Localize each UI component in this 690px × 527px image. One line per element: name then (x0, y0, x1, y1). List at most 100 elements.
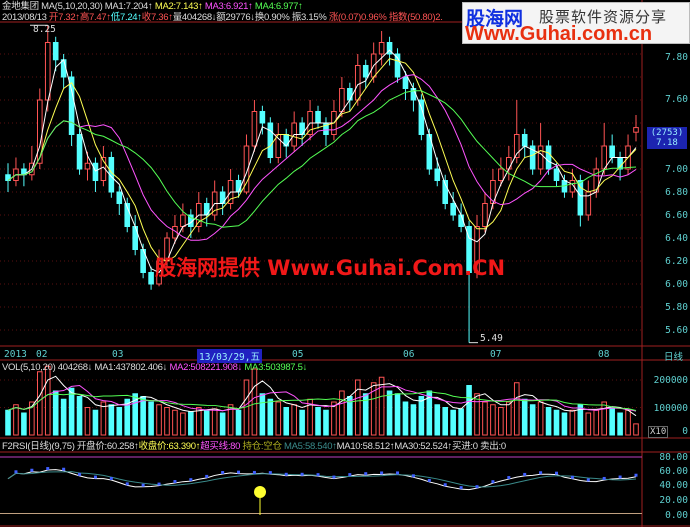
candle (243, 145, 250, 193)
quote-volume: 量404268↓ (172, 12, 217, 23)
vol-value: 404268↓ (57, 362, 93, 373)
candle (180, 214, 186, 227)
vol-ma3: MA3:503987.5↓ (244, 362, 308, 373)
vol-ma-line-2 (7, 384, 637, 412)
candle (394, 53, 401, 78)
candle (506, 157, 512, 170)
candle (482, 203, 488, 227)
ma-label: MA(5,10,20,30) (41, 1, 103, 12)
volume-bar (29, 401, 35, 436)
volume-bar (601, 401, 608, 436)
date-label: 03 (112, 349, 124, 360)
volume-bar (633, 423, 639, 436)
candle (148, 272, 154, 285)
rsi-marker (380, 471, 384, 475)
candle (100, 157, 107, 181)
candle (354, 65, 361, 101)
volume-bar (267, 398, 274, 436)
ma4-value: MA4:6.977↑ (254, 1, 303, 12)
ma-line-2 (7, 58, 637, 262)
volume-bar (140, 396, 146, 436)
date-label: 02 (36, 349, 48, 360)
quote-index: 指数(50.80)2. (388, 12, 443, 23)
price-tick: 6.40 (665, 233, 688, 244)
candle (569, 180, 576, 193)
rsi-ma10: MA10:58.512↑ (336, 441, 395, 452)
volume-bar (124, 398, 131, 436)
rsi-position: 持仓:空仓 (242, 441, 282, 452)
candle (259, 111, 266, 124)
volume-bar (172, 409, 178, 436)
volume-bar (482, 401, 488, 436)
rsi-marker (427, 478, 431, 482)
candle (434, 168, 441, 181)
rsi-marker (221, 471, 225, 475)
current-code: (2753) (650, 128, 684, 138)
volume-bar (474, 393, 480, 436)
rsi-marker (46, 467, 50, 471)
rsi-marker (125, 482, 129, 486)
volume-bar (36, 371, 43, 436)
quote-amplitude: 振3.15% (291, 12, 327, 23)
volume-bar (323, 409, 329, 436)
ma1-value: MA1:7.204↑ (104, 1, 153, 12)
price-tick: 5.80 (665, 302, 688, 313)
volume-bar (506, 401, 512, 436)
candle (545, 145, 552, 170)
candle (474, 226, 480, 273)
rsi-marker (157, 482, 161, 486)
candle (513, 134, 520, 158)
volume-bar (625, 409, 631, 436)
smiley-icon (254, 486, 266, 498)
volume-bar (434, 404, 441, 436)
volume-bar (84, 407, 91, 436)
volume-bar (219, 412, 226, 436)
volume-bar (577, 404, 584, 436)
rsi-marker (475, 485, 479, 489)
candle (442, 180, 449, 204)
quote-amount: 额29776↓ (216, 12, 255, 23)
price-tick: 6.80 (665, 187, 688, 198)
volume-bar (275, 401, 282, 436)
candle (339, 88, 345, 112)
quote-close: 收7.36↑ (141, 12, 173, 23)
current-price: 7.18 (656, 138, 678, 148)
ma-line-4 (7, 90, 637, 228)
quote-open: 开7.32↑ (48, 12, 80, 23)
quote-low: 低7.24↑ (110, 12, 142, 23)
volume-bar (44, 365, 51, 436)
rsi-buy: 买进:0 (452, 441, 478, 452)
period-button[interactable]: 日线 (664, 352, 684, 363)
volume-bar (609, 407, 615, 436)
rsi-marker (62, 467, 66, 471)
candle (498, 168, 504, 181)
rsi-marker (634, 473, 638, 477)
rsi-marker (555, 471, 559, 475)
candle (251, 111, 258, 147)
volume-bar (251, 368, 258, 436)
rsi-title: F2RSI(日线)(9,75) (2, 441, 75, 452)
volume-bar (513, 382, 520, 436)
rsi-close: 收盘价:63.390↑ (138, 441, 201, 452)
rsi-marker (300, 472, 304, 476)
rsi-tick: 60.00 (659, 466, 688, 477)
candle (529, 145, 536, 170)
candle (315, 111, 321, 124)
rsi-marker (189, 478, 193, 482)
volume-bar (537, 401, 544, 436)
volume-bar (195, 407, 202, 436)
price-tick: 6.60 (665, 210, 688, 221)
volume-bar (235, 409, 242, 436)
candle (235, 180, 242, 193)
ma2-value: MA2:7.143↑ (154, 1, 203, 12)
high-label: 8.25 (33, 24, 56, 35)
rsi-ma5: MA5:58.540↑ (283, 441, 337, 452)
candle (410, 88, 417, 101)
volume-bar (339, 390, 345, 436)
rsi-marker (570, 475, 574, 479)
volume-bar (315, 407, 321, 436)
rsi-marker (332, 475, 336, 479)
volume-bar (259, 393, 266, 436)
rsi-marker (586, 478, 590, 482)
